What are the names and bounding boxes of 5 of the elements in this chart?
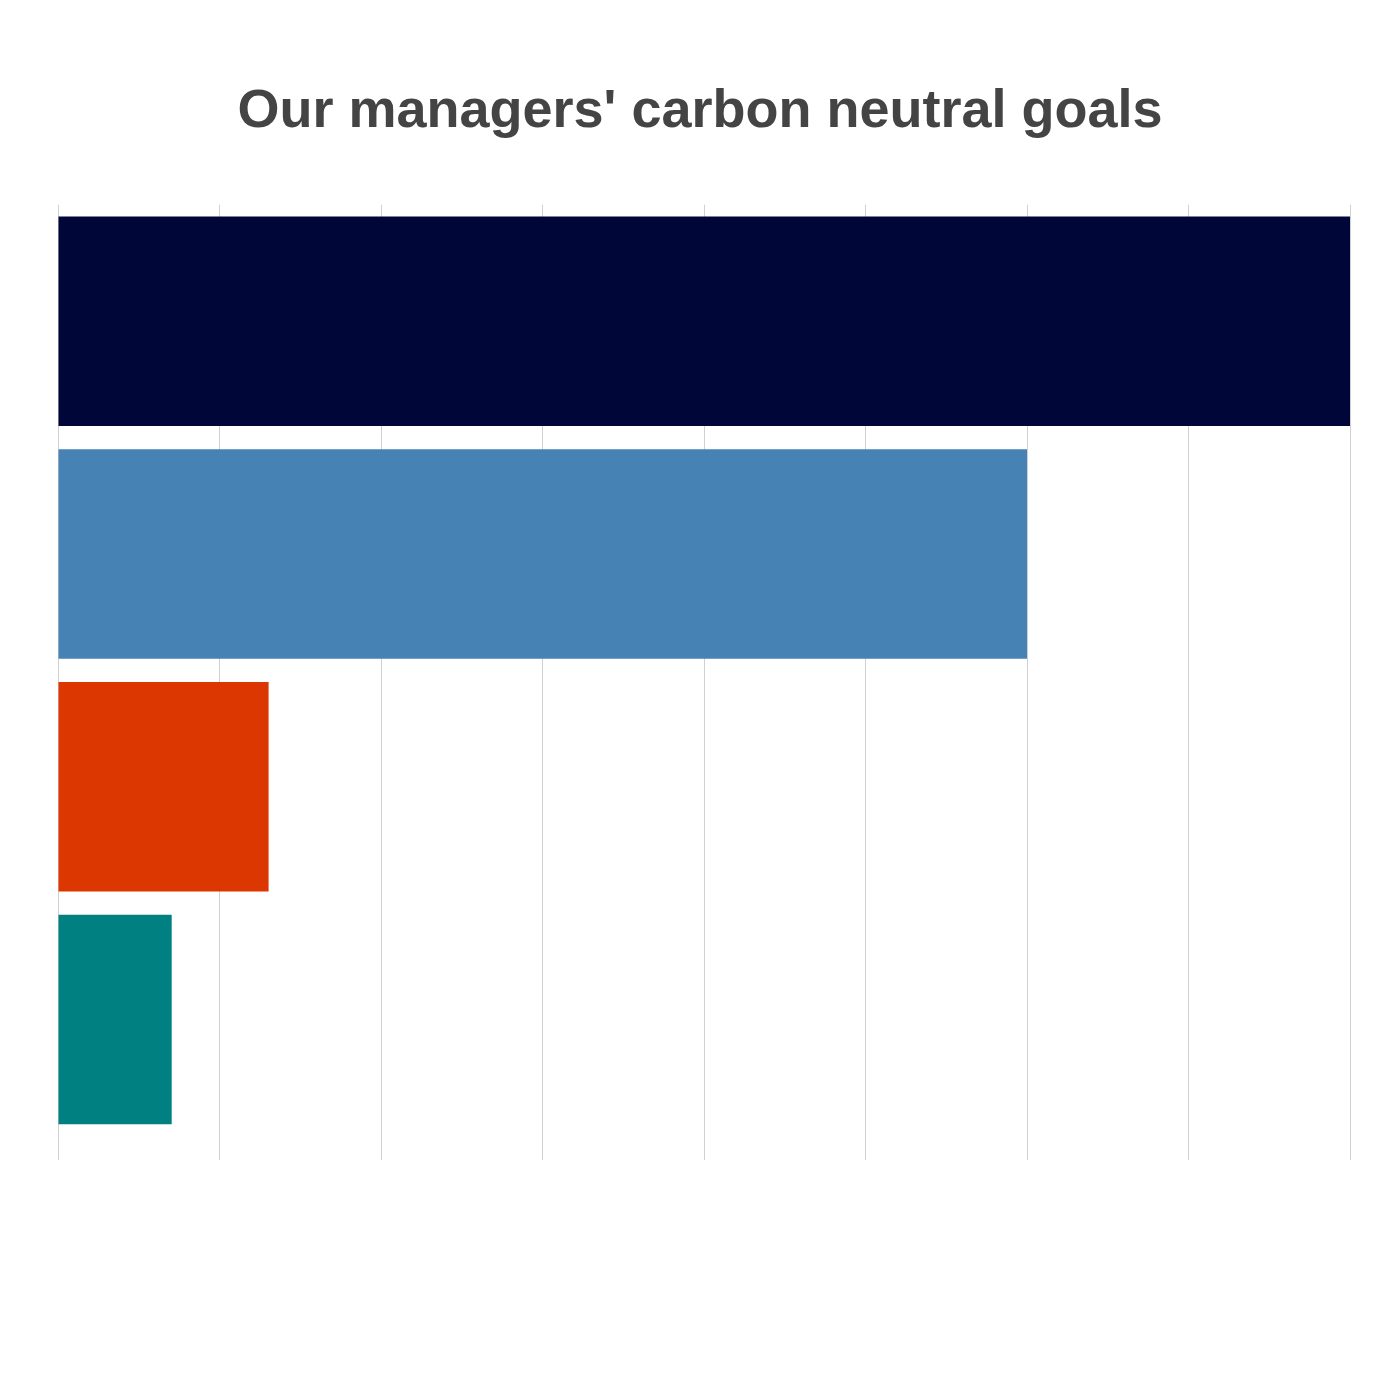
bar [58,449,1027,659]
bar [58,914,172,1125]
bar [58,216,1350,426]
chart-title: Our managers' carbon neutral goals [237,78,1163,139]
bar [58,682,269,892]
